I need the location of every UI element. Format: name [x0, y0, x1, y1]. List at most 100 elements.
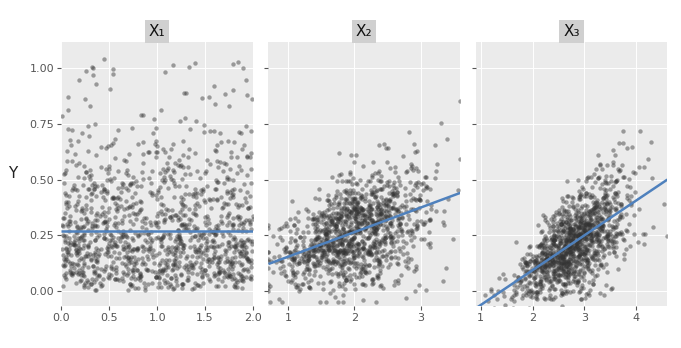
Point — [63, 219, 74, 224]
Point — [584, 222, 595, 228]
Point — [102, 170, 113, 175]
Point — [624, 198, 635, 203]
Point — [407, 167, 418, 173]
Point — [311, 214, 322, 220]
Point — [575, 217, 586, 222]
Point — [375, 221, 385, 227]
Point — [90, 183, 101, 189]
Point — [130, 179, 141, 184]
Point — [603, 222, 614, 227]
Point — [529, 275, 540, 280]
Point — [319, 252, 330, 257]
Point — [352, 223, 363, 229]
Point — [383, 145, 394, 150]
Point — [153, 262, 164, 268]
Point — [112, 208, 123, 214]
Point — [602, 243, 613, 248]
Point — [167, 207, 178, 212]
Point — [324, 267, 335, 272]
Point — [350, 152, 361, 158]
Point — [375, 218, 386, 224]
Point — [221, 176, 232, 182]
Point — [334, 191, 345, 197]
Point — [309, 221, 320, 226]
Point — [335, 233, 346, 238]
Point — [232, 270, 243, 276]
Point — [561, 263, 572, 269]
Point — [614, 167, 625, 173]
Point — [242, 153, 253, 159]
Point — [125, 227, 136, 232]
Point — [518, 255, 529, 261]
Point — [330, 214, 340, 220]
Point — [546, 278, 557, 283]
Point — [549, 234, 560, 239]
Point — [238, 181, 249, 187]
Point — [359, 213, 370, 218]
Point — [189, 206, 200, 212]
Point — [353, 209, 364, 214]
Point — [364, 234, 375, 240]
Point — [309, 244, 320, 249]
Point — [598, 201, 609, 207]
Point — [560, 270, 571, 276]
Point — [210, 149, 221, 154]
Point — [86, 209, 97, 215]
Point — [545, 285, 556, 291]
Point — [562, 249, 573, 254]
Point — [189, 244, 200, 249]
Point — [569, 264, 580, 270]
Point — [219, 284, 230, 289]
Point — [425, 240, 436, 246]
Point — [159, 277, 170, 283]
Point — [123, 212, 134, 218]
Point — [366, 172, 377, 178]
Point — [373, 238, 384, 244]
Point — [350, 286, 361, 292]
Point — [602, 216, 613, 222]
Point — [328, 245, 339, 251]
Point — [99, 251, 110, 256]
Point — [604, 231, 615, 237]
Point — [580, 250, 590, 256]
Point — [498, 271, 509, 277]
Point — [343, 240, 354, 246]
Point — [576, 252, 587, 257]
Point — [174, 253, 185, 259]
Point — [131, 245, 142, 251]
Point — [198, 187, 209, 192]
Point — [515, 282, 526, 288]
Point — [560, 243, 571, 248]
Point — [581, 236, 592, 242]
Point — [364, 251, 375, 257]
Point — [411, 208, 422, 213]
Point — [174, 234, 185, 240]
Point — [340, 187, 351, 192]
Point — [361, 270, 372, 276]
Point — [63, 193, 74, 198]
Point — [383, 212, 394, 218]
Point — [343, 208, 354, 214]
Point — [422, 184, 432, 189]
Point — [100, 226, 111, 232]
Point — [110, 239, 121, 245]
Point — [263, 288, 274, 294]
Point — [347, 229, 358, 235]
Point — [380, 236, 391, 241]
Point — [287, 256, 298, 262]
Point — [548, 223, 559, 229]
Point — [547, 254, 558, 260]
Point — [321, 220, 332, 226]
Point — [603, 238, 614, 243]
Point — [136, 243, 147, 248]
Point — [195, 260, 206, 266]
Point — [358, 206, 368, 211]
Point — [168, 180, 179, 185]
Point — [143, 150, 154, 155]
Point — [90, 245, 101, 251]
Point — [563, 264, 573, 270]
Point — [102, 243, 113, 248]
Point — [530, 271, 541, 277]
Point — [172, 282, 183, 287]
Point — [319, 231, 330, 237]
